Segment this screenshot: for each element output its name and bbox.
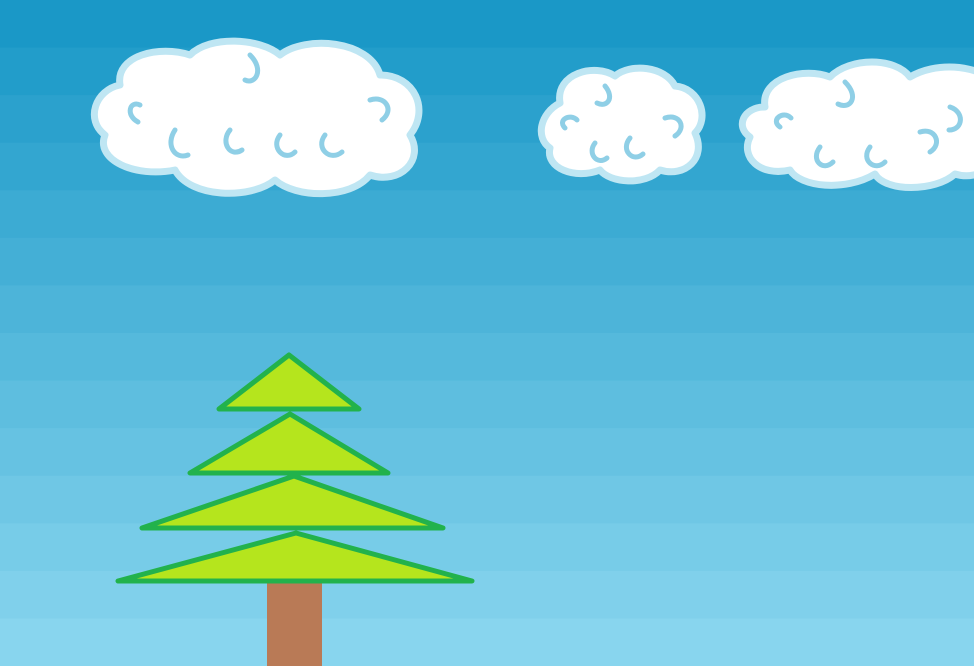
sky-band [0, 523, 974, 572]
tree-tier-top [216, 352, 362, 412]
sky-band [0, 618, 974, 666]
sky-band [0, 0, 974, 49]
tree-trunk [267, 582, 322, 666]
sky-band [0, 428, 974, 477]
sky-band [0, 285, 974, 334]
sky-band [0, 380, 974, 430]
tree-tier-bottom [115, 530, 475, 584]
tree-sprite [115, 352, 475, 666]
cloud-small-middle [537, 64, 706, 185]
tree-tier-second [187, 411, 391, 476]
sky-band [0, 475, 974, 525]
sky-band [0, 190, 974, 239]
cloud-right-edge [738, 58, 974, 191]
tree-tier-third [139, 473, 446, 531]
cloud-large-left [90, 37, 423, 198]
sky-band [0, 237, 974, 287]
sky-band [0, 333, 974, 382]
